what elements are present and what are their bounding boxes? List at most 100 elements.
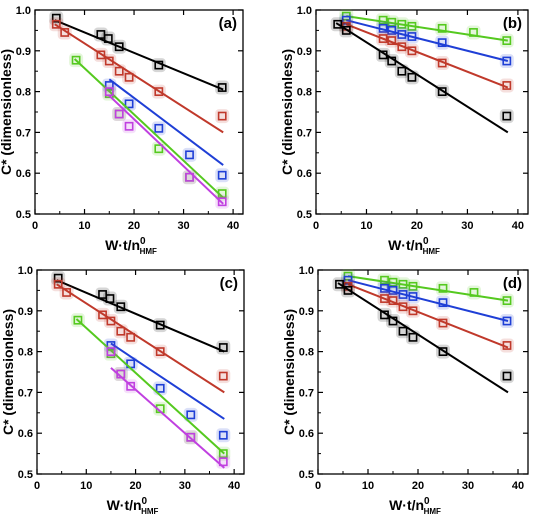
x-tick-label: 30: [461, 220, 473, 232]
marker-glow: [436, 281, 450, 296]
marker-glow: [466, 25, 481, 40]
y-tick-label: 0.5: [299, 469, 314, 481]
fit-line: [56, 279, 225, 353]
data-point: [105, 294, 115, 303]
x-axis-label-sup: 0: [142, 496, 148, 507]
marker-glow: [216, 428, 231, 443]
data-point: [218, 457, 228, 467]
marker-glow: [499, 109, 514, 124]
data-point: [378, 15, 388, 25]
data-point: [155, 320, 165, 330]
data-point: [218, 449, 228, 458]
y-tick-label: 0.7: [297, 127, 312, 139]
marker-glow: [467, 285, 481, 300]
plot-frame: [317, 269, 529, 475]
data-point: [437, 58, 447, 68]
data-point: [397, 42, 407, 52]
fit-line: [110, 367, 225, 469]
data-point: [502, 371, 512, 381]
marker-glow: [216, 369, 231, 384]
data-point: [106, 347, 116, 356]
data-point: [438, 347, 448, 356]
fit-line: [335, 22, 509, 134]
fit-line: [108, 78, 224, 166]
data-point: [502, 341, 512, 350]
data-point: [185, 150, 194, 160]
data-point: [397, 66, 407, 76]
y-tick-label: 1.0: [18, 265, 33, 277]
data-point: [155, 347, 165, 356]
fit-line: [54, 19, 224, 91]
marker-glow: [122, 119, 137, 134]
data-point: [126, 332, 136, 342]
y-tick-label: 0.8: [18, 347, 33, 359]
data-point: [407, 21, 417, 31]
y-tick-label: 0.5: [16, 209, 31, 221]
x-tick-label: 0: [313, 220, 319, 232]
y-tick-label: 0.6: [297, 168, 312, 180]
data-point: [407, 46, 417, 56]
data-point: [397, 30, 407, 39]
data-point: [116, 302, 126, 312]
marker-glow: [215, 109, 230, 124]
data-point: [124, 72, 134, 82]
data-point: [51, 19, 61, 29]
fit-line: [108, 94, 224, 205]
fit-line: [56, 283, 225, 394]
data-point: [380, 310, 389, 320]
data-point: [388, 285, 398, 295]
fit-line: [346, 15, 508, 42]
x-axis-label: W·t/n0 HMF: [107, 496, 159, 515]
data-point: [217, 83, 227, 92]
fit-line: [337, 282, 509, 394]
data-point: [502, 296, 512, 305]
x-tick-label: 10: [362, 480, 374, 492]
data-point: [343, 285, 353, 295]
data-point: [114, 109, 124, 119]
panel-2: 0 10 20 30 40 0.5 0.6 0.7 0.8 0.9 1.0 C* (dimension…: [0, 265, 245, 515]
data-point: [73, 315, 83, 325]
series-1: [341, 273, 514, 328]
fit-line: [347, 275, 509, 302]
y-tick-label: 1.0: [16, 5, 31, 17]
data-point: [407, 32, 417, 41]
data-point: [469, 28, 478, 37]
data-point: [124, 121, 134, 131]
data-point: [116, 326, 126, 336]
x-tick-label: 40: [227, 220, 239, 232]
data-point: [51, 13, 61, 23]
x-axis-label: W·t/n0 HMF: [389, 496, 441, 515]
marker-glow: [500, 369, 514, 384]
y-axis-label: C* (dimensionless): [0, 49, 14, 175]
fit-line: [347, 283, 509, 349]
data-point: [217, 170, 227, 180]
data-point: [408, 281, 418, 291]
plot-frame: [315, 9, 529, 215]
x-axis-label-main: W·t/n: [389, 497, 424, 513]
y-tick-label: 0.7: [299, 387, 314, 399]
data-point: [398, 326, 408, 336]
data-point: [126, 381, 136, 391]
series-3: [70, 313, 231, 461]
data-point: [154, 60, 164, 70]
data-point: [154, 87, 164, 96]
data-point: [398, 302, 408, 312]
x-axis-label-sub: HMF: [140, 247, 157, 256]
data-point: [217, 189, 227, 198]
series-2: [339, 19, 514, 93]
data-point: [218, 343, 228, 352]
data-point: [378, 50, 388, 60]
data-point: [378, 34, 388, 43]
y-tick-label: 0.9: [16, 46, 31, 58]
y-tick-label: 0.9: [297, 46, 312, 58]
data-point: [502, 81, 512, 90]
data-point: [387, 36, 397, 45]
x-axis-label-sup: 0: [140, 236, 146, 247]
x-tick-label: 10: [78, 220, 90, 232]
data-point: [218, 371, 228, 381]
data-point: [53, 273, 63, 283]
data-point: [438, 298, 448, 308]
y-tick-label: 0.9: [18, 306, 33, 318]
data-point: [60, 28, 70, 37]
